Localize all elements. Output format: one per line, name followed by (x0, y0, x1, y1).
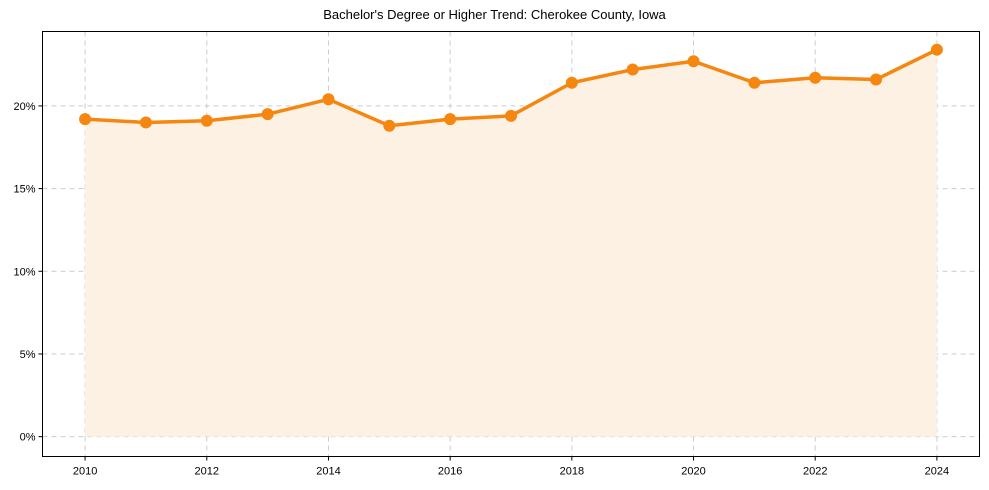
x-tick-label: 2012 (195, 466, 219, 478)
data-point (930, 43, 943, 56)
x-tick-label: 2022 (803, 466, 827, 478)
x-tick-label: 2018 (560, 466, 584, 478)
y-tick-label: 10% (13, 266, 35, 278)
data-point (383, 119, 396, 132)
x-tick-label: 2016 (438, 466, 462, 478)
x-tick-label: 2010 (73, 466, 97, 478)
x-tick-label: 2024 (925, 466, 949, 478)
data-point (79, 113, 92, 126)
y-tick-label: 15% (13, 184, 35, 196)
data-point (505, 109, 517, 122)
y-axis-ticks: 0% 5% 10% 15% 20% (13, 101, 43, 444)
plot-frame (42, 31, 980, 457)
data-point-markers (79, 43, 943, 132)
y-tick-label: 0% (20, 432, 36, 444)
x-axis-ticks: 2010 2012 2014 2016 2018 2020 2022 2024 (73, 456, 949, 478)
area-fill (85, 49, 937, 437)
data-point (565, 76, 578, 89)
data-point (200, 114, 213, 127)
data-point (322, 93, 335, 106)
data-point (687, 55, 700, 68)
data-point (870, 73, 883, 86)
data-point (261, 108, 274, 121)
data-point (139, 116, 152, 129)
data-point (809, 71, 822, 84)
x-tick-label: 2014 (316, 466, 340, 478)
y-tick-label: 5% (20, 349, 36, 361)
data-point (626, 63, 639, 76)
y-tick-label: 20% (13, 101, 35, 113)
x-tick-label: 2020 (681, 466, 705, 478)
data-point (748, 76, 761, 89)
data-point (444, 113, 457, 126)
chart-title: Bachelor's Degree or Higher Trend: Chero… (323, 7, 666, 22)
